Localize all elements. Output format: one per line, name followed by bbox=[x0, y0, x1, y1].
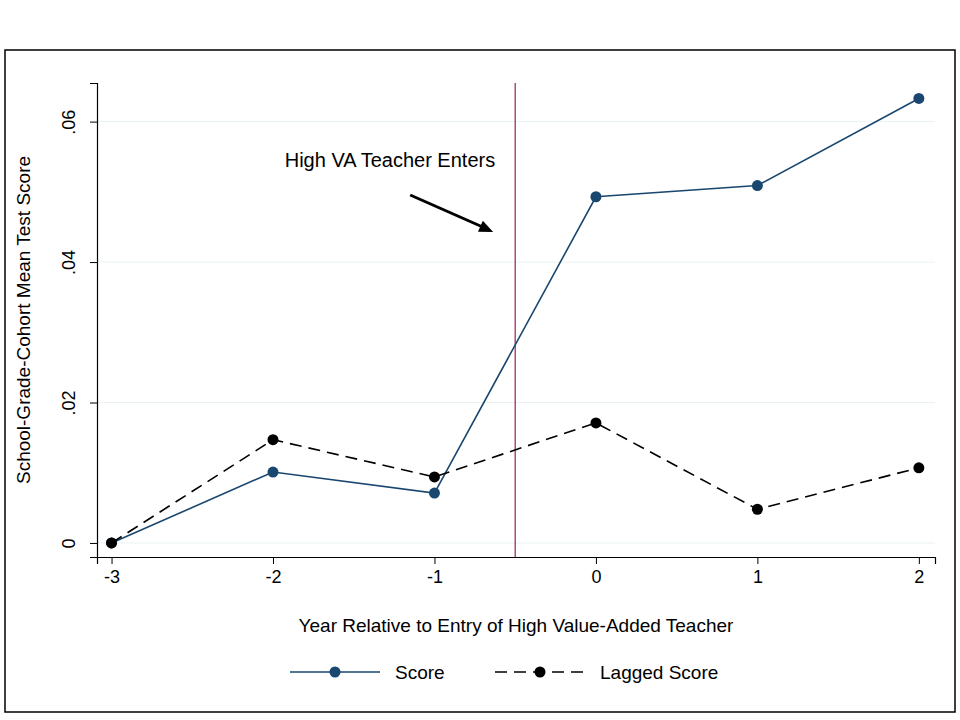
y-tick: .02 bbox=[59, 390, 97, 415]
y-axis: 0 .02 .04 .06 bbox=[59, 84, 98, 558]
series-marker bbox=[267, 434, 278, 445]
legend-marker bbox=[535, 667, 546, 678]
x-tick-label: 2 bbox=[914, 567, 924, 587]
x-tick-label: -2 bbox=[265, 567, 281, 587]
y-tick: .04 bbox=[59, 250, 97, 275]
x-tick: -1 bbox=[427, 557, 443, 587]
grid bbox=[97, 122, 935, 543]
y-tick-mark bbox=[90, 543, 97, 544]
x-axis-line bbox=[98, 558, 936, 565]
y-tick-mark bbox=[90, 122, 97, 123]
series-marker bbox=[429, 488, 440, 499]
series-marker bbox=[590, 417, 601, 428]
annotation-arrow bbox=[410, 195, 487, 229]
x-axis-title: Year Relative to Entry of High Value-Add… bbox=[299, 615, 734, 636]
series-marker bbox=[752, 180, 763, 191]
y-tick-label: 0 bbox=[59, 538, 79, 548]
x-tick: 1 bbox=[753, 557, 763, 587]
plot-area bbox=[106, 83, 924, 557]
x-tick: 2 bbox=[914, 557, 924, 587]
legend-marker bbox=[330, 667, 341, 678]
x-tick-mark bbox=[273, 557, 274, 564]
y-tick-label: .04 bbox=[59, 250, 79, 275]
y-tick: 0 bbox=[59, 538, 97, 548]
x-tick-mark bbox=[434, 557, 435, 564]
legend: Score Lagged Score bbox=[290, 662, 718, 683]
graph-frame bbox=[5, 50, 955, 712]
annotation-text: High VA Teacher Enters bbox=[285, 149, 496, 171]
x-axis: -3 -2 -1 0 1 2 bbox=[98, 557, 936, 587]
series-marker bbox=[429, 471, 440, 482]
x-tick: -2 bbox=[265, 557, 281, 587]
reference-line bbox=[515, 83, 516, 557]
x-tick-label: 1 bbox=[753, 567, 763, 587]
series-line bbox=[112, 98, 919, 543]
series-line bbox=[112, 423, 919, 543]
grid-line bbox=[97, 402, 935, 403]
y-tick-mark bbox=[90, 403, 97, 404]
series-marker bbox=[752, 504, 763, 515]
grid-line bbox=[97, 542, 935, 543]
x-tick: -3 bbox=[104, 557, 120, 587]
x-tick-label: -1 bbox=[427, 567, 443, 587]
series-marker bbox=[913, 93, 924, 104]
y-tick-label: .02 bbox=[59, 390, 79, 415]
y-axis-title: School-Grade-Cohort Mean Test Score bbox=[13, 156, 34, 484]
chart: 0 .02 .04 .06 -3 -2 -1 0 1 2 Year Relative to Entr… bbox=[0, 0, 960, 720]
x-tick-label: 0 bbox=[591, 567, 601, 587]
x-tick-mark bbox=[112, 557, 113, 564]
series-marker bbox=[106, 537, 117, 548]
x-tick: 0 bbox=[591, 557, 601, 587]
legend-label: Score bbox=[395, 662, 445, 683]
x-tick-mark bbox=[919, 557, 920, 564]
series-marker bbox=[106, 537, 117, 548]
x-tick-mark bbox=[757, 557, 758, 564]
x-tick-mark bbox=[596, 557, 597, 564]
y-tick-label: .06 bbox=[59, 110, 79, 135]
grid-line bbox=[97, 121, 935, 122]
grid-line bbox=[97, 262, 935, 263]
y-tick-mark bbox=[90, 262, 97, 263]
series-marker bbox=[590, 191, 601, 202]
y-axis-line bbox=[90, 84, 98, 558]
y-tick: .06 bbox=[59, 110, 97, 135]
annotation-arrowhead bbox=[478, 221, 493, 232]
series-marker bbox=[267, 467, 278, 478]
series-marker bbox=[913, 462, 924, 473]
legend-label: Lagged Score bbox=[600, 662, 718, 683]
x-tick-label: -3 bbox=[104, 567, 120, 587]
